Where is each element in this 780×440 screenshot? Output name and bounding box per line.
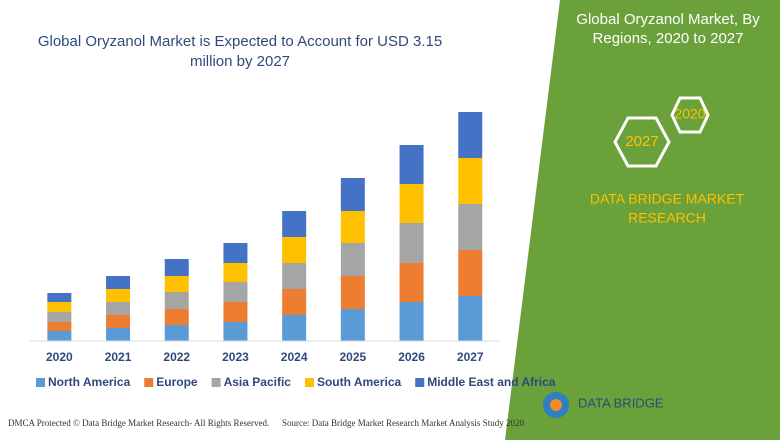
logo-icon (550, 399, 562, 411)
bar-segment (282, 263, 307, 289)
hexagon (613, 116, 671, 168)
x-tick-label: 2025 (339, 350, 366, 364)
hex-label: 2027 (625, 133, 658, 150)
legend-label: Middle East and Africa (427, 375, 556, 389)
bar-segment (223, 302, 248, 322)
footer-text: Source: Data Bridge Market Research Mark… (282, 418, 524, 428)
bar-segment (282, 289, 307, 315)
bar-segment (458, 250, 483, 296)
bar-segment (106, 276, 131, 289)
legend-swatch (211, 378, 221, 387)
panel-title: Global Oryzanol Market, By (576, 11, 760, 28)
bar-segment (458, 112, 483, 158)
x-tick-label: 2026 (398, 350, 425, 364)
bar-segment (399, 184, 424, 223)
footer-text: DMCA Protected © Data Bridge Market Rese… (8, 418, 269, 428)
bar-segment (399, 223, 424, 263)
bar-segment (458, 204, 483, 250)
chart-title: million by 2027 (190, 53, 290, 70)
legend-label: South America (317, 375, 402, 389)
bar-segment (106, 302, 131, 315)
legend-label: Europe (156, 375, 198, 389)
bar-segment (282, 237, 307, 263)
bar-segment (223, 263, 248, 282)
bar-segment (340, 178, 365, 211)
bar-segment (106, 289, 131, 302)
bar-segment (164, 309, 189, 325)
bar-segment (106, 328, 131, 341)
bar-segment (223, 322, 248, 341)
x-tick-label: 2022 (163, 350, 190, 364)
bar-segment (223, 243, 248, 263)
x-tick-label: 2024 (281, 350, 308, 364)
legend-swatch (415, 378, 425, 387)
legend-label: North America (48, 375, 131, 389)
bar-segment (399, 263, 424, 302)
bar-segment (106, 315, 131, 328)
bar-segment (47, 322, 72, 331)
bar-segment (340, 276, 365, 309)
bar-segment (47, 331, 72, 341)
side-panel (505, 0, 780, 440)
bar-segment (164, 292, 189, 309)
x-tick-label: 2027 (457, 350, 484, 364)
panel-title: Regions, 2020 to 2027 (593, 30, 744, 47)
legend-swatch (144, 378, 154, 387)
chart-title: Global Oryzanol Market is Expected to Ac… (38, 33, 442, 50)
bar-segment (399, 302, 424, 341)
bar-segment (399, 145, 424, 184)
legend-label: Asia Pacific (224, 375, 292, 389)
brand-text: DATA BRIDGE MARKET (590, 191, 745, 207)
x-tick-label: 2020 (46, 350, 73, 364)
bar-segment (458, 296, 483, 341)
bar-segment (458, 158, 483, 204)
hex-label: 2020 (674, 106, 705, 122)
x-tick-label: 2023 (222, 350, 249, 364)
bar-segment (164, 325, 189, 341)
bar-segment (47, 312, 72, 322)
bar-segment (282, 315, 307, 341)
bar-segment (340, 243, 365, 276)
bar-segment (47, 302, 72, 312)
hexagon (670, 96, 710, 134)
bar-segment (340, 211, 365, 243)
bar-segment (47, 293, 72, 302)
legend-swatch (36, 378, 45, 387)
bar-segment (223, 282, 248, 302)
bar-segment (282, 211, 307, 237)
brand-text: RESEARCH (628, 210, 706, 226)
logo-text: DATA BRIDGE (578, 395, 664, 410)
x-tick-label: 2021 (105, 350, 132, 364)
bar-segment (164, 259, 189, 276)
bar-segment (340, 309, 365, 341)
bar-segment (164, 276, 189, 292)
legend-swatch (304, 378, 314, 387)
